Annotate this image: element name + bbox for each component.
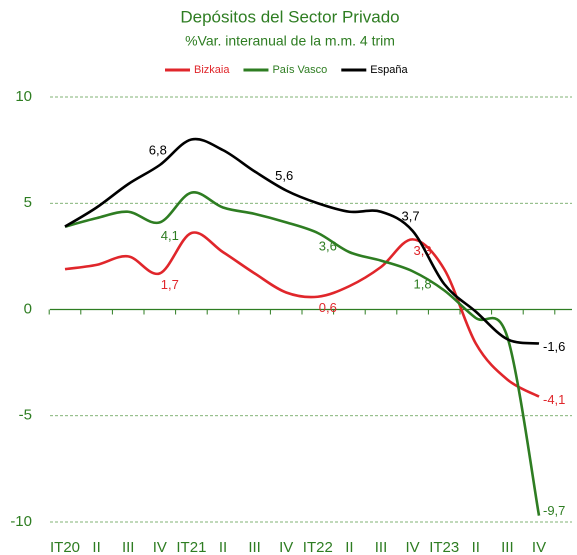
- x-tick-label: IT20: [50, 539, 80, 555]
- x-tick-label: IV: [153, 539, 167, 555]
- y-tick-label: -10: [10, 513, 32, 530]
- x-tick-label: IV: [532, 539, 546, 555]
- x-tick-label: III: [248, 539, 261, 555]
- legend-label: País Vasco: [272, 64, 327, 76]
- x-tick-label: II: [92, 539, 100, 555]
- data-label: 0,6: [319, 300, 337, 315]
- x-tick-label: IT22: [303, 539, 333, 555]
- data-label: -1,6: [543, 339, 565, 354]
- y-tick-label: -5: [19, 407, 32, 424]
- data-label: 5,6: [275, 168, 293, 183]
- chart-title: Depósitos del Sector Privado: [180, 7, 399, 26]
- series-line: [64, 191, 541, 516]
- data-label: -9,7: [543, 503, 565, 518]
- x-tick-label: IT23: [429, 539, 459, 555]
- y-tick-label: 10: [15, 88, 32, 105]
- series-line: [64, 137, 540, 345]
- x-tick-label: IT21: [176, 539, 206, 555]
- series-line: [64, 231, 540, 398]
- data-label: 1,7: [161, 277, 179, 292]
- x-tick-label: II: [219, 539, 227, 555]
- x-tick-label: III: [375, 539, 388, 555]
- data-label: 3,7: [402, 208, 420, 223]
- y-tick-label: 0: [24, 300, 32, 317]
- legend-label: Bizkaia: [194, 64, 230, 76]
- data-label: 6,8: [149, 142, 167, 157]
- x-tick-label: III: [501, 539, 514, 555]
- data-label: 4,1: [161, 228, 179, 243]
- x-tick-label: II: [472, 539, 480, 555]
- chart-subtitle: %Var. interanual de la m.m. 4 trim: [185, 33, 395, 49]
- x-tick-label: III: [122, 539, 135, 555]
- x-tick-label: IV: [406, 539, 420, 555]
- y-tick-label: 5: [24, 194, 32, 211]
- legend-label: España: [370, 64, 408, 76]
- data-label: -4,1: [543, 392, 565, 407]
- data-label: 1,8: [414, 277, 432, 292]
- x-tick-label: IV: [279, 539, 293, 555]
- data-label: 3,6: [319, 238, 337, 253]
- x-tick-label: II: [345, 539, 353, 555]
